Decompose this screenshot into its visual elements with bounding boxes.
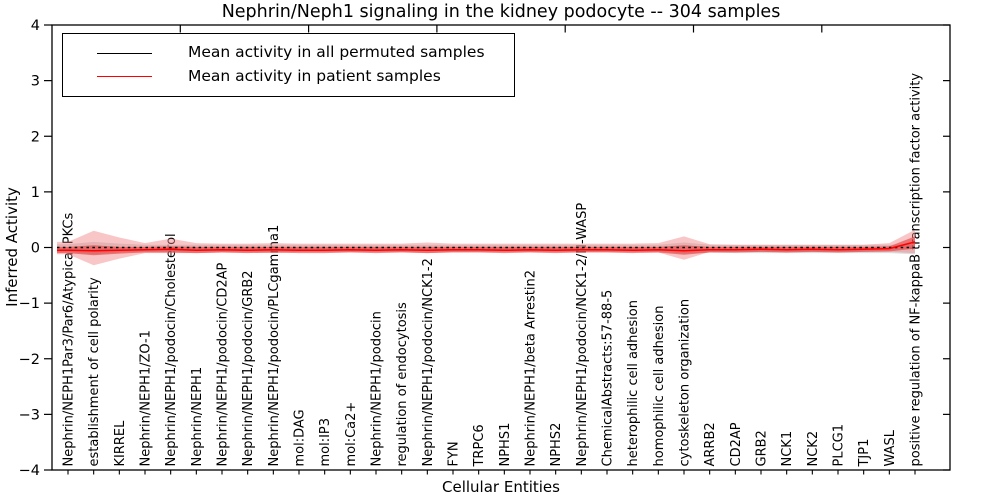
permuted-line-sample <box>97 52 152 54</box>
legend-label-permuted: Mean activity in all permuted samples <box>188 43 485 62</box>
x-category-label: Nephrin/NEPH1/ZO-1 <box>139 330 154 466</box>
x-category-label: TRPC6 <box>472 424 487 467</box>
x-category-label: positive regulation of NF-kappaB transcr… <box>909 73 924 467</box>
x-axis-title: Cellular Entities <box>442 478 560 496</box>
series-line-patient <box>57 241 916 252</box>
x-category-label: mol:Ca2+ <box>344 402 359 467</box>
x-category-label: TJP1 <box>857 439 872 468</box>
x-category-label: Nephrin/NEPH1 <box>190 367 205 467</box>
x-category-label: Nephrin/NEPH1/podocin/NCK1-2/N-WASP <box>575 203 590 467</box>
x-category-label: WASL <box>883 429 898 466</box>
y-tick-label: 3 <box>31 74 40 90</box>
x-category-label: Nephrin/NEPH1/podocin <box>370 311 385 466</box>
x-category-label: mol:DAG <box>293 409 308 466</box>
x-category-label: ChemicalAbstracts:57-88-5 <box>601 290 616 467</box>
x-category-label: Nephrin/NEPH1/podocin/NCK1-2 <box>421 258 436 466</box>
y-tick-label: 4 <box>31 18 40 34</box>
x-category-label: NCK1 <box>780 431 795 467</box>
x-category-label: ARRB2 <box>703 422 718 466</box>
y-tick-label: 2 <box>31 129 40 145</box>
x-category-label: regulation of endocytosis <box>395 302 410 467</box>
x-category-label: FYN <box>447 441 462 466</box>
y-tick-label: 0 <box>31 241 40 257</box>
y-tick-label: −4 <box>19 463 40 479</box>
x-category-label: GRB2 <box>755 430 770 466</box>
legend-item-permuted: Mean activity in all permuted samples <box>63 45 514 61</box>
x-category-label: NPHS1 <box>498 423 513 467</box>
y-tick-label: −1 <box>19 296 40 312</box>
y-tick-label: −3 <box>19 407 40 423</box>
x-category-label: CD2AP <box>729 422 744 466</box>
y-axis-title: Inferred Activity <box>3 187 21 307</box>
x-category-label: cytoskeleton organization <box>678 299 693 467</box>
x-category-label: establishment of cell polarity <box>87 277 102 466</box>
x-category-label: Nephrin/NEPH1/podocin/GRB2 <box>241 270 256 466</box>
x-category-label: NCK2 <box>806 431 821 467</box>
x-category-label: Nephrin/NEPH1/podocin/PLCgamma1 <box>267 225 282 467</box>
patient-line-sample <box>97 76 152 78</box>
chart-title: Nephrin/Neph1 signaling in the kidney po… <box>221 2 781 22</box>
x-category-label: heterophilic cell adhesion <box>626 300 641 467</box>
x-category-label: KIRREL <box>113 420 128 467</box>
x-category-label: Nephrin/NEPH1/beta Arrestin2 <box>524 270 539 467</box>
legend-label-patient: Mean activity in patient samples <box>188 67 441 86</box>
legend-item-patient: Mean activity in patient samples <box>63 69 514 85</box>
x-category-label: PLCG1 <box>832 424 847 467</box>
legend: Mean activity in all permuted samples Me… <box>62 33 515 97</box>
x-category-label: mol:IP3 <box>318 418 333 467</box>
y-tick-label: 1 <box>31 185 40 201</box>
y-tick-label: −2 <box>19 352 40 368</box>
x-category-label: NPHS2 <box>549 423 564 467</box>
x-category-label: Nephrin/NEPH1/podocin/Cholesterol <box>164 233 179 466</box>
x-category-label: Nephrin/NEPH1/podocin/CD2AP <box>216 262 231 466</box>
x-category-label: homophilic cell adhesion <box>652 306 667 467</box>
x-category-label: Nephrin/NEPH1Par3/Par6/Atypical PKCs <box>62 213 77 467</box>
